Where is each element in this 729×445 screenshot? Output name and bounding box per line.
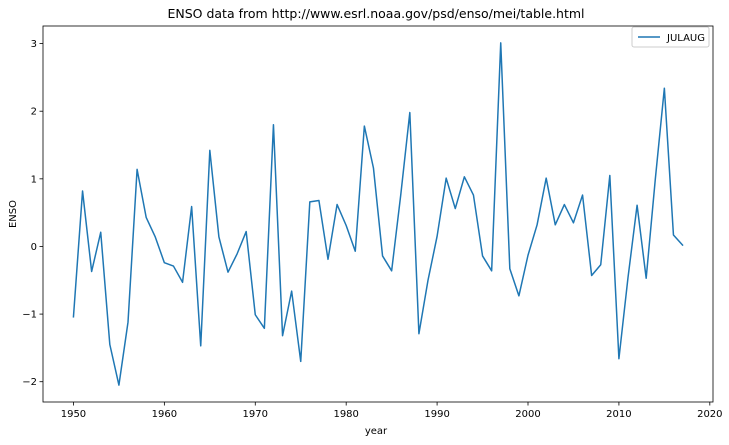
axis-layer: 1950 1960 1970 1980 1990 2000 2010 2020 −2 −1 0 1 2 3 xyxy=(22,39,722,420)
x-tick-label: 1960 xyxy=(152,409,177,420)
x-tick-label: 1970 xyxy=(243,409,268,420)
x-tick-label: 2000 xyxy=(515,409,540,420)
y-tick-label: 3 xyxy=(31,39,37,50)
plot-content xyxy=(72,42,684,386)
x-tick-label: 1950 xyxy=(61,409,86,420)
plot-frame xyxy=(42,25,714,403)
legend-box xyxy=(631,26,710,48)
chart-title: ENSO data from http://www.esrl.noaa.gov/… xyxy=(167,6,584,21)
legend-label: JULAUG xyxy=(666,33,705,44)
series-line-julaug xyxy=(72,42,684,386)
y-axis-label: ENSO xyxy=(8,200,19,228)
x-tick-label: 2020 xyxy=(697,409,722,420)
y-tick-label: 1 xyxy=(31,174,37,185)
x-tick-label: 1980 xyxy=(333,409,358,420)
x-axis-label: year xyxy=(365,426,388,437)
y-tick-label: −2 xyxy=(22,377,37,388)
x-tick-label: 2010 xyxy=(606,409,631,420)
y-tick-label: −1 xyxy=(22,310,37,321)
x-tick-label: 1990 xyxy=(424,409,449,420)
legend: JULAUG xyxy=(631,26,710,48)
y-tick-label: 2 xyxy=(31,107,37,118)
y-tick-label: 0 xyxy=(31,242,37,253)
